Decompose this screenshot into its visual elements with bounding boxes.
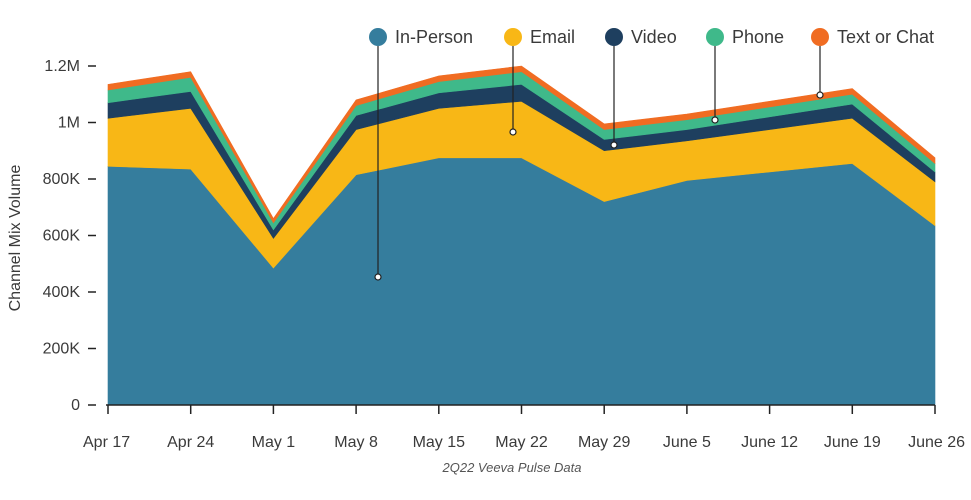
y-tick-label: 1.2M	[44, 58, 80, 75]
legend-label: In-Person	[395, 27, 473, 47]
legend-item-video: Video	[605, 27, 677, 47]
callout-text-or-chat	[816, 46, 824, 99]
legend-swatch	[706, 28, 724, 46]
legend-item-in-person: In-Person	[369, 27, 473, 47]
chart-caption: 2Q22 Veeva Pulse Data	[442, 460, 582, 475]
x-tick-label: June 5	[663, 434, 711, 451]
callout-phone	[711, 46, 719, 124]
callout-in-person	[374, 46, 382, 281]
x-tick-label: Apr 24	[167, 434, 214, 451]
y-tick-label: 800K	[43, 171, 81, 188]
legend-label: Phone	[732, 27, 784, 47]
callout-video	[610, 46, 618, 149]
x-tick-label: June 12	[741, 434, 798, 451]
legend-label: Video	[631, 27, 677, 47]
x-tick-label: June 26	[908, 434, 965, 451]
area-text-or-chat	[107, 65, 936, 224]
legend-swatch	[504, 28, 522, 46]
callout-dot	[374, 273, 382, 281]
legend-item-phone: Phone	[706, 27, 784, 47]
x-tick-label: May 29	[578, 434, 631, 451]
x-tick-label: May 8	[334, 434, 378, 451]
x-tick-label: May 15	[413, 434, 466, 451]
area-layers	[107, 65, 936, 406]
legend-item-email: Email	[504, 27, 575, 47]
legend-label: Email	[530, 27, 575, 47]
callout-dot	[509, 128, 517, 136]
legend-swatch	[605, 28, 623, 46]
y-tick-label: 0	[71, 397, 80, 414]
x-tick-label: May 1	[252, 434, 296, 451]
y-tick-label: 1M	[58, 115, 80, 132]
legend-item-text-or-chat: Text or Chat	[811, 27, 934, 47]
x-tick-label: June 19	[824, 434, 881, 451]
callout-email	[509, 46, 517, 136]
y-tick-label: 600K	[43, 228, 81, 245]
y-tick-label: 200K	[43, 341, 81, 358]
callout-dot	[610, 141, 618, 149]
x-tick-label: Apr 17	[83, 434, 130, 451]
legend-callouts	[374, 46, 824, 281]
legend: In-Person Email Video Phone Text or Chat	[369, 27, 934, 47]
legend-label: Text or Chat	[837, 27, 934, 47]
y-axis-title: Channel Mix Volume	[7, 165, 24, 312]
callout-dot	[711, 116, 719, 124]
x-tick-label: May 22	[495, 434, 548, 451]
y-tick-label: 400K	[43, 284, 81, 301]
callout-dot	[816, 91, 824, 99]
legend-swatch	[369, 28, 387, 46]
axes: 0 200K 400K 600K 800K 1M 1.2M Apr 17 Apr 24 May 1…	[43, 58, 965, 451]
legend-swatch	[811, 28, 829, 46]
